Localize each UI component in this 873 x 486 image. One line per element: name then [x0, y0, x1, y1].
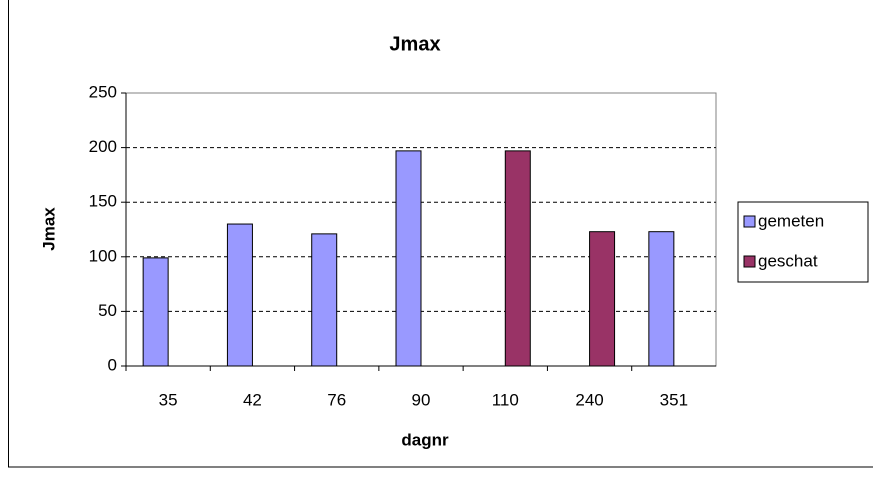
x-tick-label: 240 — [575, 390, 603, 409]
bar — [227, 224, 252, 366]
bar — [505, 151, 530, 366]
y-tick-label: 250 — [89, 82, 117, 101]
y-tick-label: 50 — [98, 301, 117, 320]
x-tick-label: 35 — [159, 390, 178, 409]
x-tick-label: 42 — [243, 390, 262, 409]
legend-label: gemeten — [758, 211, 824, 230]
x-tick-label: 110 — [492, 390, 519, 409]
legend-swatch — [744, 256, 755, 267]
x-tick-label: 90 — [412, 390, 431, 409]
x-tick-label: 76 — [327, 390, 346, 409]
y-tick-label: 150 — [89, 192, 117, 211]
bar — [312, 234, 337, 366]
x-tick-label: 351 — [660, 390, 688, 409]
y-tick-label: 0 — [108, 355, 117, 374]
y-tick-label: 100 — [89, 246, 117, 265]
chart-title: Jmax — [389, 33, 440, 55]
bar — [143, 258, 168, 366]
x-axis-label: dagnr — [401, 430, 449, 449]
bar — [590, 232, 615, 366]
legend-swatch — [744, 216, 755, 227]
legend-label: geschat — [758, 251, 818, 270]
bar — [396, 151, 421, 366]
y-axis-label: Jmax — [39, 207, 58, 251]
y-tick-label: 200 — [89, 137, 117, 156]
bar — [649, 232, 674, 366]
